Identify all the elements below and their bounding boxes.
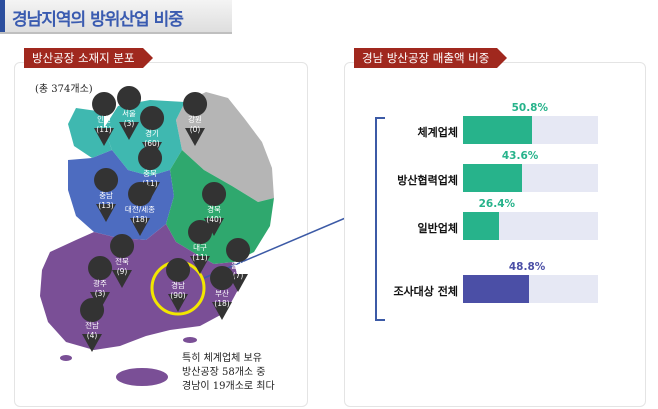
category-label-0: 체계업체 bbox=[417, 126, 458, 139]
region-teal-north bbox=[104, 100, 185, 176]
category-label-1: 방산협력업체 bbox=[397, 174, 458, 187]
pin-gwangju-name: 광주 bbox=[93, 278, 107, 288]
chart-panel-label: 경남 방산공장 매출액 비중 bbox=[354, 48, 508, 68]
page-title-bar: 경남지역의 방위산업 비중 bbox=[0, 0, 232, 34]
category-label-2: 일반업체 bbox=[417, 222, 458, 235]
category-label-3: 조사대상 전체 bbox=[393, 285, 458, 298]
bar-track-2 bbox=[463, 212, 598, 240]
bar-track-3 bbox=[463, 275, 598, 303]
pin-daegu-name: 대구 bbox=[193, 243, 207, 252]
pin-jeonnam-name: 전남 bbox=[85, 320, 99, 330]
bar-track-0 bbox=[463, 116, 598, 144]
pin-incheon-name: 인천 bbox=[97, 114, 111, 124]
map-total: (총 374개소) bbox=[35, 84, 93, 95]
pin-seoul-name: 서울 bbox=[122, 109, 136, 118]
region-blue-central bbox=[68, 150, 174, 240]
pin-chungbuk-count: (11) bbox=[142, 179, 157, 188]
pin-gyeongnam-count: (90) bbox=[170, 291, 185, 300]
pin-gyeongbuk-count: (40) bbox=[206, 215, 221, 224]
pin-seoul: 서울 (3) bbox=[117, 86, 142, 140]
jeju-island bbox=[116, 368, 168, 386]
pin-jeonnam-count: (4) bbox=[87, 331, 98, 340]
pin-ulsan-count: (7) bbox=[233, 271, 244, 280]
pin-gyeonggi: 경기 (60) bbox=[140, 106, 165, 160]
value-label-1: 43.6% bbox=[501, 150, 539, 162]
pin-gyeongbuk: 경북 (40) bbox=[202, 182, 227, 236]
map-note: 특히 체계업체 보유 방산공장 58개소 중 경남이 19개소로 최다 bbox=[182, 352, 275, 394]
pin-chungnam-name: 충남 bbox=[99, 191, 113, 200]
pin-seoul-count: (3) bbox=[124, 119, 135, 128]
pin-chungnam: 충남 (13) bbox=[94, 168, 119, 222]
note-line-2: 방산공장 58개소 중 bbox=[182, 367, 266, 378]
pin-jeonbuk-count: (9) bbox=[117, 267, 128, 276]
pin-busan: 부산 (18) bbox=[210, 266, 235, 320]
value-label-0: 50.8% bbox=[511, 102, 549, 114]
value-label-3: 48.8% bbox=[508, 261, 546, 273]
pin-gangwon-name: 강원 bbox=[188, 114, 202, 124]
title-accent bbox=[0, 0, 5, 32]
pin-gyeonggi-name: 경기 bbox=[145, 128, 159, 138]
pin-ulsan-name: 울산 bbox=[231, 260, 245, 270]
note-line-3: 경남이 19개소로 최다 bbox=[182, 381, 275, 392]
pin-jeonnam: 전남 (4) bbox=[80, 298, 105, 352]
pin-gyeongnam-name: 경남 bbox=[171, 280, 185, 290]
bar-1 bbox=[463, 164, 522, 192]
bar-0 bbox=[463, 116, 532, 144]
region-teal-west bbox=[68, 108, 112, 158]
pin-jeonbuk-name: 전북 bbox=[115, 256, 129, 266]
note-line-1: 특히 체계업체 보유 bbox=[182, 353, 262, 364]
bar-2 bbox=[463, 212, 499, 240]
pin-busan-name: 부산 bbox=[215, 288, 229, 298]
bar-track-1 bbox=[463, 164, 598, 192]
pin-gangwon: 강원 (0) bbox=[183, 92, 208, 146]
value-label-2: 26.4% bbox=[478, 198, 516, 210]
pin-gyeonggi-count: (60) bbox=[144, 139, 159, 148]
map-panel-label: 방산공장 소재지 분포 bbox=[24, 48, 153, 68]
pin-daejeon: 대전/세종 (18) bbox=[125, 182, 155, 236]
ulleung-island bbox=[260, 148, 264, 152]
pin-daejeon-name: 대전/세종 bbox=[125, 204, 155, 214]
region-gray-east bbox=[176, 92, 274, 202]
pin-jeonbuk: 전북 (9) bbox=[110, 234, 135, 288]
pin-gwangju: 광주 (3) bbox=[88, 256, 113, 310]
pin-daejeon-count: (18) bbox=[132, 215, 147, 224]
island-2 bbox=[183, 337, 197, 343]
pin-incheon: 인천 (11) bbox=[92, 92, 117, 146]
page-title: 경남지역의 방위산업 비중 bbox=[12, 10, 184, 30]
bar-3 bbox=[463, 275, 529, 303]
pin-gwangju-count: (3) bbox=[95, 289, 106, 298]
pin-gangwon-count: (0) bbox=[190, 125, 201, 134]
pin-busan-count: (18) bbox=[214, 299, 229, 308]
category-bracket bbox=[375, 117, 385, 321]
pin-gyeongnam: 경남 (90) bbox=[166, 258, 191, 312]
pin-incheon-count: (11) bbox=[96, 125, 111, 134]
island-1 bbox=[60, 355, 72, 361]
pin-chungbuk-name: 충북 bbox=[143, 169, 157, 178]
pin-chungnam-count: (13) bbox=[98, 201, 113, 210]
pin-gyeongbuk-name: 경북 bbox=[207, 204, 221, 214]
pin-daegu-count: (11) bbox=[192, 253, 207, 262]
pin-daegu: 대구 (11) bbox=[188, 220, 213, 274]
